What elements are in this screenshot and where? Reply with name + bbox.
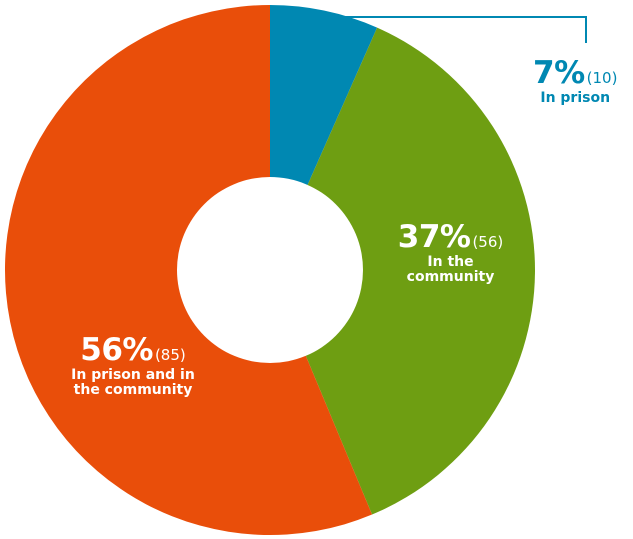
donut-hole (177, 177, 363, 363)
slice-count-in-the-community: (56) (472, 233, 504, 251)
slice-label-in-the-community: 37% (56) In the community (383, 219, 518, 285)
leader-line-in-prison (342, 16, 587, 43)
slice-label-in-prison-and-in-the-community: 56% (85) In prison and in the community (48, 332, 218, 398)
slice-category-in-prison: In prison (540, 90, 611, 106)
slice-in-the-community (270, 27, 535, 515)
slice-percent-in-prison-and-in-the-community: 56% (80, 332, 153, 368)
slice-percent-in-prison: 7% (533, 55, 585, 91)
slice-count-in-prison-and-in-the-community: (85) (154, 346, 186, 364)
slice-label-in-prison: 7% (10) In prison (533, 58, 617, 106)
slice-category-in-the-community: In the community (406, 254, 495, 285)
slice-count-in-prison: (10) (586, 69, 618, 87)
slice-category-in-prison-and-in-the-community: In prison and in the community (71, 367, 195, 398)
slice-percent-in-the-community: 37% (397, 219, 471, 255)
